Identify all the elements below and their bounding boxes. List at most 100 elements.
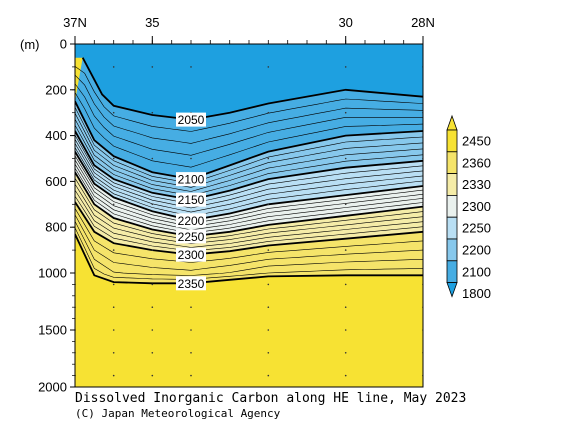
thin-contour-3-3: [75, 163, 423, 231]
colorbar-label: 1800: [462, 286, 491, 301]
station-dot: [344, 329, 347, 331]
station-dot: [267, 283, 270, 286]
station-dot: [344, 66, 347, 68]
station-dot: [190, 306, 192, 309]
station-dot: [112, 329, 115, 331]
station-dot: [112, 111, 115, 114]
colorbar-segment: [446, 129, 458, 153]
colorbar-label: 2250: [462, 221, 491, 236]
thin-contour-1-2: [75, 113, 423, 188]
station-dot: [190, 157, 192, 160]
contour-label-box: [176, 229, 206, 244]
colorbar-segment: [446, 216, 458, 240]
thin-contour-4-4: [75, 195, 423, 252]
plot-area: [75, 44, 423, 387]
contour-label-box: [176, 276, 206, 291]
contour-label-box: [176, 247, 206, 262]
y-tick-label: 0: [60, 37, 67, 52]
station-dot: [151, 111, 154, 114]
station-dot: [112, 249, 115, 251]
colorbar-label: 2100: [462, 264, 491, 279]
station-dot: [112, 306, 115, 309]
thin-contour-lines: [75, 66, 423, 280]
station-dot: [190, 352, 192, 354]
thin-contour-0-3: [75, 83, 423, 156]
station-dot: [112, 157, 115, 160]
thin-contour-1-1: [75, 107, 423, 184]
band-4: [75, 151, 423, 237]
thin-contour-1-3: [75, 118, 423, 192]
station-dot: [151, 283, 154, 286]
contour-label-2050: 2050: [178, 113, 205, 127]
station-dot: [267, 66, 270, 68]
thin-contour-2-2: [75, 139, 423, 209]
thin-contour-4-2: [75, 183, 423, 245]
contour-label-2250: 2250: [178, 230, 205, 244]
colorbar-label: 2360: [462, 155, 491, 170]
thin-contour-5-2: [75, 214, 423, 271]
thin-contour-5-3: [75, 221, 423, 276]
station-dot: [151, 306, 154, 309]
colorbar-bottom-arrow: [446, 282, 458, 298]
y-tick-label: 1500: [38, 323, 67, 338]
station-dot: [112, 203, 115, 206]
y-tick-label: 400: [45, 128, 67, 143]
thin-contour-3-2: [75, 159, 423, 228]
station-dot: [151, 203, 154, 206]
station-dot: [267, 157, 270, 160]
station-dot: [151, 352, 154, 354]
y-tick-label: 2000: [38, 380, 67, 395]
colorbar-label: 2330: [462, 177, 491, 192]
station-dot: [151, 66, 154, 68]
station-dot: [151, 329, 154, 331]
station-dot: [267, 306, 270, 309]
thin-contour-5-1: [75, 208, 423, 263]
station-dot: [151, 374, 154, 377]
contour-label-2100: 2100: [178, 173, 205, 187]
colorbar-label: 2200: [462, 243, 491, 258]
band-0: [75, 44, 423, 120]
contour-label-2200: 2200: [178, 214, 205, 228]
station-dot: [344, 306, 347, 309]
station-dot: [267, 111, 270, 114]
station-dot: [344, 111, 347, 114]
contour-label-box: [176, 112, 206, 127]
x-tick-label: 37N: [63, 15, 87, 30]
thin-contour-3-1: [75, 155, 423, 224]
contour-label-box: [176, 172, 206, 187]
y-unit-label: (m): [20, 37, 40, 52]
station-dot: [151, 249, 154, 251]
station-dot: [344, 352, 347, 354]
x-tick-label: 30: [338, 15, 352, 30]
colorbar-segment: [446, 173, 458, 196]
thin-contour-2-3: [75, 143, 423, 213]
band-6: [75, 202, 423, 284]
contour-label-2350: 2350: [178, 277, 205, 291]
station-dot: [112, 283, 115, 286]
colorbar-segment: [446, 151, 458, 175]
thin-contour-0-1: [75, 66, 423, 132]
station-dot: [344, 203, 347, 206]
y-tick-label: 600: [45, 174, 67, 189]
colorbar-segment: [446, 238, 458, 262]
station-dot: [190, 329, 192, 331]
thin-contour-0-2: [75, 74, 423, 144]
x-tick-label: 28N: [411, 15, 435, 30]
station-dot: [267, 203, 270, 206]
station-dot: [267, 249, 270, 251]
thin-contour-3-4: [75, 167, 423, 234]
y-tick-label: 200: [45, 82, 67, 97]
band-5: [75, 172, 423, 255]
colorbar: 2450 2360 2330 2300 2250 2200 2100 1800: [446, 114, 491, 301]
band-2: [75, 101, 423, 200]
station-dot: [267, 374, 270, 377]
station-dot: [112, 66, 115, 68]
thin-contour-2-1: [75, 134, 423, 205]
chart-title: Dissolved Inorganic Carbon along HE line…: [75, 391, 466, 406]
contour-labels: 2050 2100 2150 2200 2250 2300 2350: [176, 112, 206, 291]
colorbar-segment: [446, 260, 458, 283]
colorbar-label: 2450: [462, 134, 491, 149]
y-tick-label: 1000: [38, 266, 67, 281]
station-dot: [267, 329, 270, 331]
